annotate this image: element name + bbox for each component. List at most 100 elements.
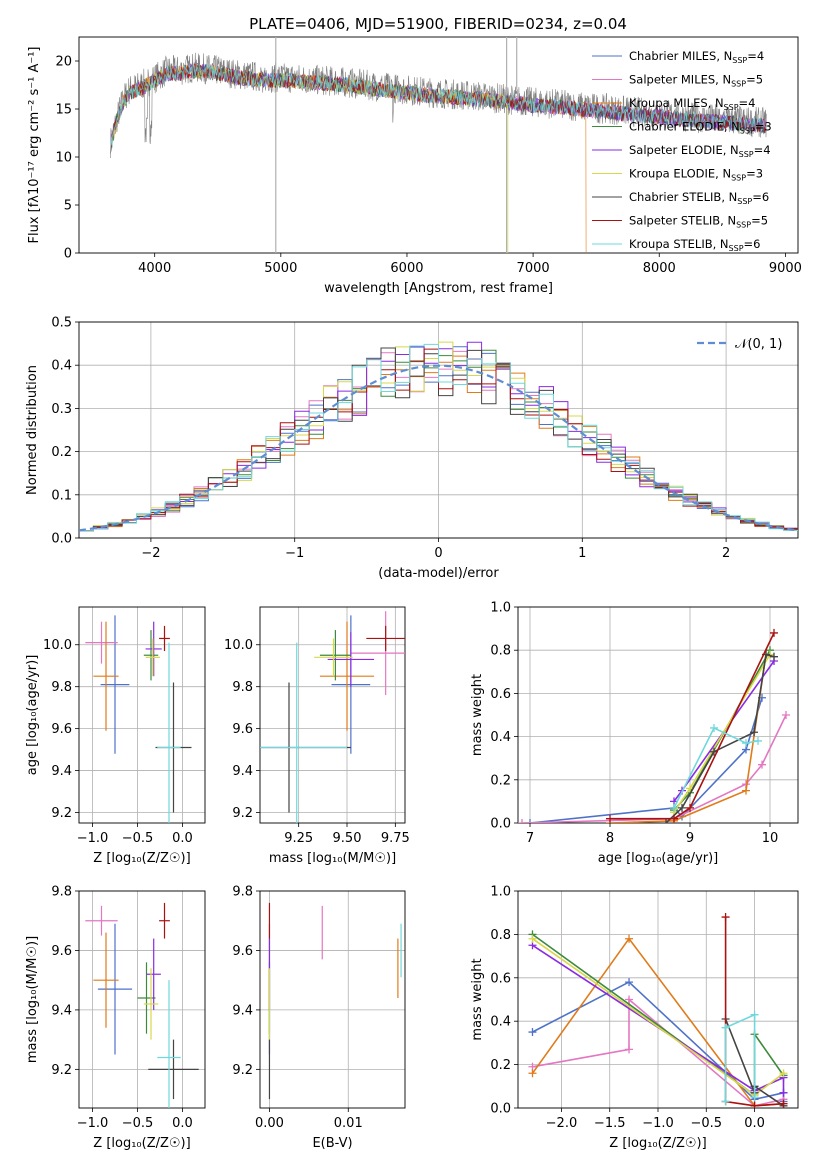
weight-line-0 bbox=[529, 697, 763, 823]
spectrum-xtick-label: 6000 bbox=[390, 261, 423, 276]
residuals-xlabel: (data-model)/error bbox=[378, 566, 499, 581]
spectrum-ytick-label: 15 bbox=[55, 103, 72, 118]
weight-marker bbox=[779, 1088, 788, 1097]
residuals-xtick-label: 2 bbox=[722, 546, 730, 561]
residuals-frame bbox=[78, 321, 799, 539]
age_vs_Z-xtick-label: −0.5 bbox=[122, 831, 154, 846]
residuals-xtick-label: −2 bbox=[141, 546, 160, 561]
spectrum-xtick-label: 4000 bbox=[138, 261, 171, 276]
residuals-axes: −2 −1 0 1 2 0.0 0.1 0.2 0.3 0.4 0.5 (data-model)/er… bbox=[25, 316, 799, 581]
age_vs_Z-ytick-label: 9.2 bbox=[51, 806, 72, 821]
mass_vs_ebv-plot bbox=[268, 902, 402, 1100]
model-spectrum-2 bbox=[110, 64, 587, 253]
legend-entry: Kroupa ELODIE, NSSP=3 bbox=[629, 167, 763, 183]
weight-marker bbox=[686, 803, 694, 812]
residual-legend: 𝒩(0, 1) bbox=[697, 337, 782, 352]
age_vs_mass-plot bbox=[260, 611, 405, 823]
age_vs_mass-xtick-label: 9.50 bbox=[333, 831, 362, 846]
weight_vs_Z-axes: −2.0 −1.5 −1.0 −0.5 0.0 0.0 0.2 0.4 0.6 0.8 1.0 Z [… bbox=[470, 885, 799, 1151]
age_vs_mass-ytick-label: 9.8 bbox=[232, 680, 253, 695]
mass_vs_Z-xlabel: Z [log₁₀(Z/Z☉)] bbox=[93, 1136, 190, 1151]
weight_vs_Z-ytick-label: 0.0 bbox=[490, 1102, 511, 1117]
weight-marker bbox=[782, 711, 790, 719]
residuals-ytick-label: 0.4 bbox=[51, 359, 72, 374]
weight_vs_Z-xtick-label: −1.5 bbox=[594, 1116, 626, 1131]
weight_vs_age-xtick-label: 9 bbox=[686, 831, 694, 846]
spectrum-xtick-label: 7000 bbox=[517, 261, 550, 276]
weight-marker bbox=[606, 814, 614, 823]
weight_vs_age-xtick-label: 10 bbox=[762, 831, 779, 846]
age_vs_Z-axes: −1.0 −0.5 0.0 9.2 9.4 9.6 9.8 10.0 Z [log₁₀(Z/Z☉… bbox=[25, 606, 206, 866]
weight-marker bbox=[625, 1045, 634, 1054]
age_vs_Z-xlabel: Z [log₁₀(Z/Z☉)] bbox=[93, 851, 190, 866]
weight_vs_Z-ytick-label: 0.2 bbox=[490, 1058, 511, 1073]
age_vs_Z-xtick-label: −1.0 bbox=[77, 831, 109, 846]
age_vs_Z-ytick-label: 9.4 bbox=[51, 764, 72, 779]
weight_vs_age-ytick-label: 0.0 bbox=[490, 817, 511, 832]
weight-marker bbox=[518, 819, 526, 823]
weight-line-7 bbox=[610, 632, 775, 820]
weight_vs_Z-frame bbox=[517, 890, 799, 1109]
legend-entry: Chabrier ELODIE, NSSP=3 bbox=[629, 120, 772, 136]
age_vs_mass-xtick-label: 9.25 bbox=[284, 831, 313, 846]
mass_vs_ebv-frame bbox=[259, 890, 406, 1109]
spectrum-xtick-label: 9000 bbox=[769, 261, 802, 276]
weight-marker bbox=[758, 760, 766, 769]
weight_vs_age-plot bbox=[518, 628, 790, 823]
weight-marker bbox=[779, 1099, 788, 1108]
weight_vs_Z-plot bbox=[528, 913, 788, 1108]
weight_vs_Z-xlabel: Z [log₁₀(Z/Z☉)] bbox=[609, 1136, 706, 1151]
residuals-ytick-label: 0.0 bbox=[51, 532, 72, 547]
mass_vs_Z-axes: −1.0 −0.5 0.0 9.2 9.4 9.6 9.8 Z [log₁₀(Z/Z☉)] ma… bbox=[25, 885, 206, 1151]
mass_vs_ebv-ytick-label: 9.2 bbox=[232, 1063, 253, 1078]
mass_vs_ebv-axes: 0.00 0.01 9.2 9.4 9.6 9.8 E(B-V) bbox=[232, 885, 406, 1151]
spectrum-ytick-label: 0 bbox=[64, 247, 72, 262]
age_vs_Z-ytick-label: 9.6 bbox=[51, 722, 72, 737]
legend-entry: Chabrier STELIB, NSSP=6 bbox=[629, 190, 769, 206]
mass_vs_Z-xtick-label: 0.0 bbox=[172, 1116, 193, 1131]
residuals-ylabel: Normed distribution bbox=[25, 365, 40, 495]
residuals-xtick-label: −1 bbox=[285, 546, 304, 561]
weight-marker bbox=[625, 978, 634, 987]
mass_vs_Z-xtick-label: −1.0 bbox=[77, 1116, 109, 1131]
age_vs_mass-frame bbox=[259, 606, 406, 824]
residuals-ytick-label: 0.1 bbox=[51, 488, 72, 503]
weight-marker bbox=[670, 814, 678, 823]
mass_vs_ebv-ytick-label: 9.6 bbox=[232, 944, 253, 959]
age_vs_mass-axes: 9.25 9.50 9.75 9.2 9.4 9.6 9.8 10.0 mass [log₁₀(… bbox=[224, 606, 410, 866]
spectrum-ylabel: Flux [fλ10⁻¹⁷ erg cm⁻² s⁻¹ A⁻¹] bbox=[27, 47, 42, 244]
spectrum-xtick-label: 8000 bbox=[643, 261, 676, 276]
legend-entry: Chabrier MILES, NSSP=4 bbox=[629, 49, 764, 65]
spectrum-ytick-label: 20 bbox=[55, 55, 72, 70]
mass_vs_ebv-xtick-label: 0.01 bbox=[334, 1116, 363, 1131]
mass_vs_Z-ytick-label: 9.2 bbox=[51, 1063, 72, 1078]
weight_vs_age-ytick-label: 1.0 bbox=[490, 601, 511, 616]
weight-marker bbox=[625, 995, 634, 1004]
weight-marker bbox=[526, 819, 534, 823]
weight-marker bbox=[678, 803, 686, 812]
age_vs_mass-ytick-label: 9.6 bbox=[232, 722, 253, 737]
weight-marker bbox=[721, 1097, 730, 1106]
weight-marker bbox=[625, 934, 634, 943]
weight-marker bbox=[721, 1023, 730, 1032]
residuals-ytick-label: 0.5 bbox=[51, 316, 72, 331]
mass_vs_Z-ytick-label: 9.4 bbox=[51, 1003, 72, 1018]
weight_vs_age-xtick-label: 8 bbox=[606, 831, 614, 846]
legend-entry: 𝒩(0, 1) bbox=[735, 337, 782, 352]
weight-line-8 bbox=[673, 726, 759, 809]
spectrum-plot bbox=[110, 37, 767, 253]
weight-line-7 bbox=[724, 917, 784, 1107]
age_vs_Z-frame bbox=[78, 606, 206, 824]
legend-entry: Salpeter ELODIE, NSSP=4 bbox=[629, 143, 771, 159]
age_vs_Z-ylabel: age [log₁₀(age/yr)] bbox=[25, 655, 40, 776]
weight_vs_age-xtick-label: 7 bbox=[526, 831, 534, 846]
mass_vs_Z-frame bbox=[78, 890, 206, 1109]
weight-marker bbox=[742, 786, 750, 795]
weight_vs_Z-ylabel: mass weight bbox=[470, 958, 485, 1040]
age_vs_Z-ytick-label: 9.8 bbox=[51, 680, 72, 695]
weight_vs_age-axes: 7 8 9 10 0.0 0.2 0.4 0.6 0.8 1.0 age [log₁₀(age/yr… bbox=[470, 601, 799, 866]
spectrum-axes: 4000 5000 6000 7000 8000 9000 0 5 10 15 20 waveleng… bbox=[27, 36, 802, 296]
mass_vs_ebv-ytick-label: 9.8 bbox=[232, 885, 253, 900]
weight-marker bbox=[750, 1093, 759, 1102]
weight-marker bbox=[528, 1069, 537, 1078]
